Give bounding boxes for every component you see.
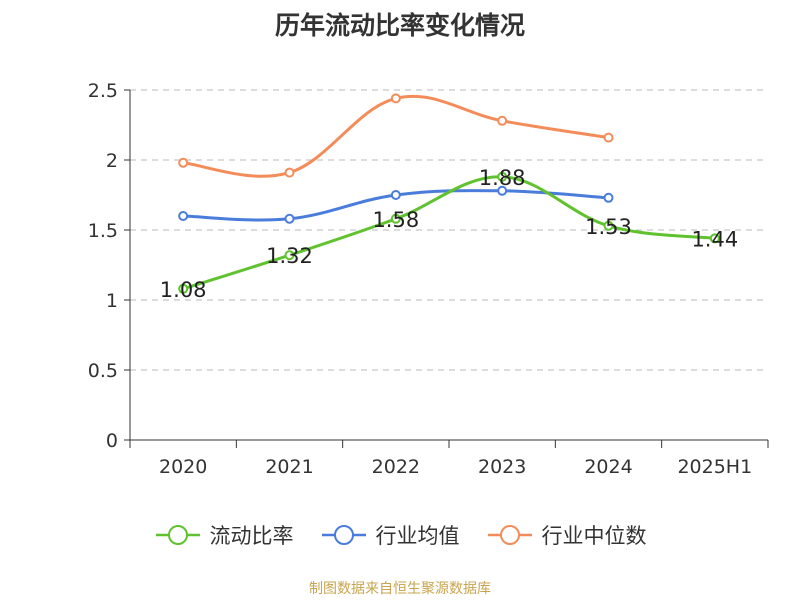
x-tick-label: 2021 <box>265 456 313 478</box>
axes: 0 0.5 1 1.5 2 2.5 2020 2021 2022 2023 2024 2025H1 <box>88 80 769 478</box>
series-lines <box>178 93 720 294</box>
legend-label: 流动比率 <box>209 524 294 548</box>
data-point <box>603 220 614 231</box>
legend-label: 行业中位数 <box>541 524 647 548</box>
data-point <box>178 157 189 168</box>
data-point <box>390 93 401 104</box>
data-point <box>603 132 614 143</box>
y-tick-label: 1.5 <box>88 220 118 242</box>
y-tick-label: 2.5 <box>88 80 118 102</box>
y-tick-label: 1 <box>106 290 118 312</box>
x-tick-label: 2023 <box>478 456 526 478</box>
data-point <box>497 185 508 196</box>
data-point <box>178 283 189 294</box>
legend-swatch-icon <box>155 525 200 545</box>
y-tick-label: 2 <box>106 150 118 172</box>
legend-swatch-marker <box>333 525 354 545</box>
legend-swatch-icon <box>321 525 366 545</box>
data-label: 1.32 <box>266 244 313 268</box>
legend-item[interactable]: 行业中位数 <box>486 520 647 550</box>
data-point <box>284 167 295 178</box>
source-note: 制图数据来自恒生聚源数据库 <box>309 581 491 597</box>
data-point <box>497 115 508 126</box>
y-tick-label: 0.5 <box>88 360 118 382</box>
data-point <box>390 213 401 224</box>
legend-swatch-marker <box>499 525 520 545</box>
legend-label: 行业均值 <box>375 524 460 548</box>
data-point <box>390 190 401 200</box>
y-tick-label: 0 <box>106 430 118 452</box>
data-point <box>284 213 295 224</box>
legend-swatch-icon <box>487 525 532 545</box>
legend-item[interactable]: 流动比率 <box>154 520 294 550</box>
data-labels: 1.08 1.32 1.58 1.88 1.53 1.44 <box>160 166 738 302</box>
data-label: 1.44 <box>691 227 738 251</box>
x-tick-label: 2022 <box>372 456 420 478</box>
grid-lines <box>130 89 768 371</box>
data-point <box>284 250 295 261</box>
series-line <box>182 175 716 291</box>
data-point <box>603 192 614 203</box>
chart-title: 历年流动比率变化情况 <box>274 11 525 40</box>
x-tick-label: 2024 <box>584 456 632 478</box>
series-line <box>183 94 609 178</box>
data-label: 1.53 <box>585 215 632 239</box>
x-tick-label: 2020 <box>159 456 207 478</box>
data-label: 1.88 <box>479 166 526 190</box>
data-label: 1.58 <box>372 208 419 232</box>
legend: 流动比率 行业均值 行业中位数 <box>0 520 800 550</box>
data-label: 1.08 <box>160 278 207 302</box>
data-point <box>709 233 720 244</box>
legend-swatch-marker <box>167 525 188 545</box>
data-point <box>497 171 508 182</box>
x-tick-label: 2025H1 <box>677 456 752 478</box>
data-point <box>178 211 189 221</box>
legend-item[interactable]: 行业均值 <box>320 520 460 550</box>
